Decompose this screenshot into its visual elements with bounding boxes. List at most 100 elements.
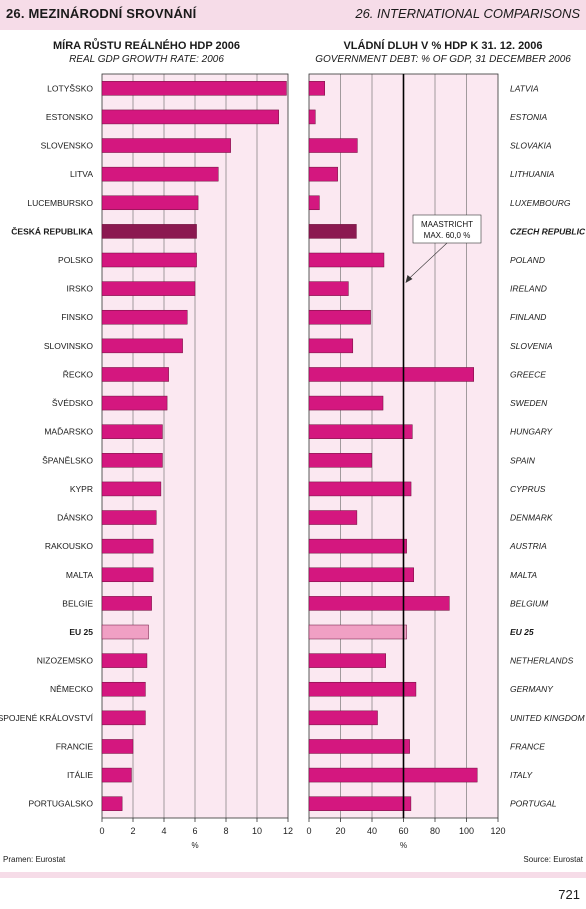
debt-category-label: DENMARK — [510, 513, 553, 523]
gdp-bar — [101, 109, 279, 125]
gdp-tick-label: 8 — [223, 826, 228, 836]
debt-category-label: HUNGARY — [510, 427, 554, 437]
gdp-category-label: SLOVENSKO — [41, 141, 94, 151]
debt-tick-label: 100 — [459, 826, 474, 836]
bottom-band — [0, 872, 586, 878]
gdp-tick-label: 10 — [252, 826, 262, 836]
gdp-bar — [101, 138, 231, 153]
right-chart-subtitle: GOVERNMENT DEBT: % OF GDP, 31 DECEMBER 2… — [315, 54, 571, 65]
gdp-category-label: ITÁLIE — [67, 770, 93, 780]
gdp-category-label: NIZOZEMSKO — [37, 656, 94, 666]
debt-bar — [308, 252, 385, 268]
debt-category-label: SLOVAKIA — [510, 141, 552, 151]
maastricht-pointer-line — [407, 242, 448, 281]
gdp-bar — [101, 767, 132, 783]
gdp-category-label: PORTUGALSKO — [28, 799, 93, 809]
debt-bar — [308, 710, 378, 726]
gdp-category-label: BELGIE — [62, 598, 93, 608]
debt-bar — [308, 395, 384, 411]
debt-tick-label: 120 — [490, 826, 505, 836]
debt-category-label: LATVIA — [510, 83, 539, 93]
gdp-category-label: FRANCIE — [56, 741, 94, 751]
gdp-category-label: KYPR — [70, 484, 93, 494]
debt-category-label: AUSTRIA — [509, 541, 547, 551]
gdp-category-label: NĚMECKO — [50, 684, 93, 694]
debt-category-label: LUXEMBOURG — [510, 198, 571, 208]
debt-bar — [308, 453, 373, 468]
debt-bar — [308, 195, 320, 211]
gdp-bar — [101, 195, 199, 211]
debt-category-label: ITALY — [510, 770, 534, 780]
debt-bar — [308, 481, 412, 497]
gdp-category-label: MALTA — [66, 570, 93, 580]
gdp-tick-label: 4 — [161, 826, 166, 836]
gdp-bar — [101, 281, 196, 296]
debt-bar — [308, 81, 325, 96]
gdp-category-label: SPOJENÉ KRÁLOVSTVÍ — [0, 713, 94, 723]
gdp-category-label: ESTONSKO — [46, 112, 93, 122]
debt-category-label: CZECH REPUBLIC — [510, 226, 586, 236]
debt-bar — [308, 681, 417, 697]
gdp-bar — [101, 739, 134, 754]
gdp-tick-label: 0 — [99, 826, 104, 836]
gdp-category-label: LITVA — [70, 169, 93, 179]
gdp-bar — [101, 309, 188, 325]
gdp-tick-label: 6 — [192, 826, 197, 836]
gdp-bar — [101, 796, 123, 811]
gdp-axis-label: % — [191, 841, 198, 850]
header-title-cz: 26. MEZINÁRODNÍ SROVNÁNÍ — [6, 6, 197, 21]
debt-category-label: MALTA — [510, 570, 537, 580]
gdp-bar — [101, 596, 152, 611]
maastricht-label-line2: MAX. 60,0 % — [424, 231, 471, 240]
debt-bar — [308, 309, 371, 325]
gdp-category-label: ŘECKO — [63, 369, 94, 379]
debt-category-label: ESTONIA — [510, 112, 547, 122]
gdp-bar — [101, 481, 162, 497]
debt-bar — [308, 510, 358, 525]
gdp-category-label: IRSKO — [67, 284, 94, 294]
debt-bar — [308, 653, 386, 668]
gdp-bar — [101, 681, 146, 697]
debt-bar — [308, 567, 414, 583]
maastricht-label-line1: MAASTRICHT — [421, 220, 473, 229]
gdp-category-label: DÁNSKO — [57, 513, 93, 523]
gdp-bar — [101, 510, 157, 525]
debt-bar — [308, 596, 450, 611]
debt-category-label: UNITED KINGDOM — [510, 713, 586, 723]
gdp-bar — [101, 624, 149, 640]
debt-category-label: FRANCE — [510, 741, 545, 751]
debt-bar — [308, 281, 349, 296]
gdp-category-label: POLSKO — [58, 255, 93, 265]
gdp-bar — [101, 453, 163, 468]
debt-tick-label: 0 — [306, 826, 311, 836]
debt-category-label: NETHERLANDS — [510, 656, 574, 666]
gdp-category-label: LUCEMBURSKO — [27, 198, 93, 208]
debt-bar — [308, 796, 412, 811]
maastricht-label-box — [412, 214, 482, 244]
gdp-tick-label: 2 — [130, 826, 135, 836]
debt-category-label: POLAND — [510, 255, 545, 265]
gdp-category-label: RAKOUSKO — [45, 541, 94, 551]
gdp-category-label: SLOVINSKO — [44, 341, 94, 351]
page-number: 721 — [558, 887, 580, 902]
debt-bar — [308, 424, 413, 439]
debt-category-label: GREECE — [510, 369, 546, 379]
left-chart-subtitle: REAL GDP GROWTH RATE: 2006 — [69, 54, 224, 65]
debt-category-label: SWEDEN — [510, 398, 548, 408]
debt-bar — [308, 367, 474, 382]
gdp-bar — [101, 367, 169, 382]
debt-tick-label: 40 — [367, 826, 377, 836]
gdp-bar — [101, 653, 148, 668]
debt-category-label: SPAIN — [510, 455, 536, 465]
debt-bar — [308, 538, 407, 554]
right-chart-title: VLÁDNÍ DLUH V % HDP K 31. 12. 2006 — [343, 40, 543, 52]
debt-category-label: LITHUANIA — [510, 169, 555, 179]
gdp-bar — [101, 252, 197, 268]
maastricht-pointer-arrow — [405, 275, 413, 283]
debt-tick-label: 60 — [398, 826, 408, 836]
gdp-category-label: LOTYŠSKO — [47, 83, 93, 93]
debt-bar — [308, 624, 407, 640]
gdp-category-label: ŠPANĚLSKO — [42, 455, 93, 465]
debt-bar — [308, 138, 358, 153]
gdp-category-label: MAĎARSKO — [44, 427, 93, 437]
